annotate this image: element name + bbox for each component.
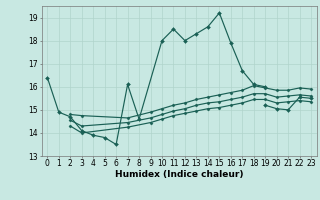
- X-axis label: Humidex (Indice chaleur): Humidex (Indice chaleur): [115, 170, 244, 179]
